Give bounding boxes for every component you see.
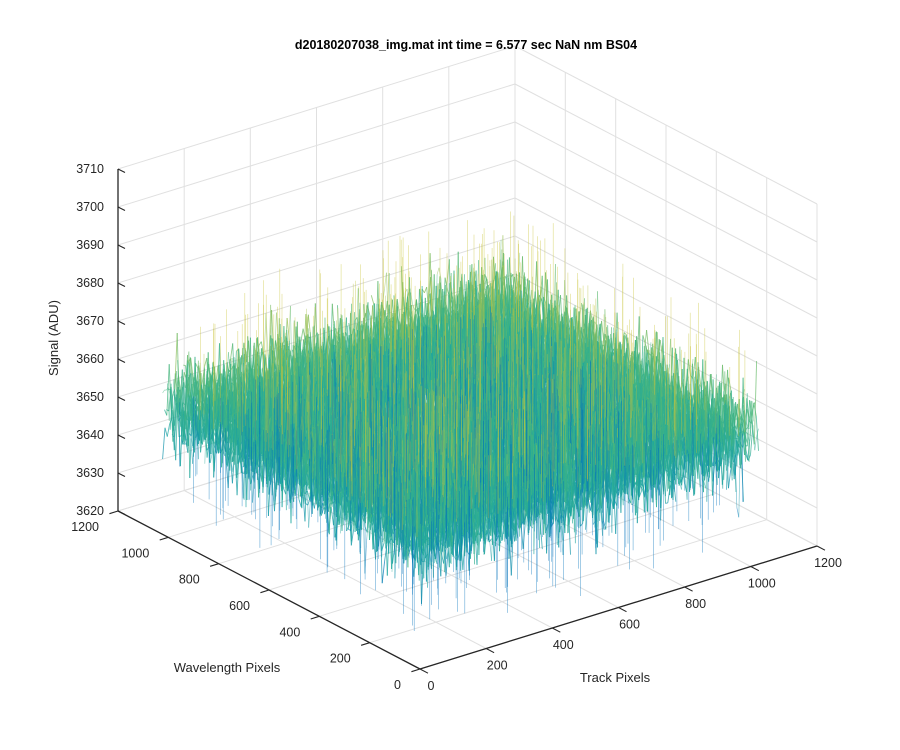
grid-line-z-left bbox=[117, 45, 516, 170]
grid-line-z-left bbox=[117, 83, 516, 208]
grid-line-z-right bbox=[514, 197, 818, 357]
grid-line-z-right bbox=[514, 83, 818, 243]
surface-trace bbox=[384, 544, 388, 562]
surface-trace bbox=[330, 507, 334, 526]
surface-trace bbox=[200, 428, 204, 453]
surface-trace bbox=[306, 490, 311, 501]
surface-trace bbox=[213, 440, 217, 478]
surface-trace bbox=[183, 364, 186, 367]
surface-trace bbox=[307, 497, 311, 506]
surface-trace bbox=[169, 395, 173, 430]
grid-line-z-left bbox=[117, 235, 516, 360]
surface-trace bbox=[174, 332, 178, 390]
grid-line-z-left bbox=[117, 121, 516, 246]
grid-line-z-left bbox=[117, 197, 516, 322]
noise-surface bbox=[162, 211, 759, 631]
surface-trace bbox=[166, 364, 170, 416]
surface-trace bbox=[187, 357, 191, 398]
grid-line-z-right bbox=[514, 45, 818, 205]
surface-trace bbox=[195, 362, 199, 369]
surface-trace bbox=[350, 529, 355, 546]
surface-trace bbox=[298, 499, 302, 507]
surface-trace bbox=[381, 561, 386, 584]
surface-trace bbox=[164, 427, 168, 437]
grid-line-z-right bbox=[514, 121, 818, 281]
surface-trace bbox=[203, 357, 208, 367]
grid-line-z-left bbox=[117, 159, 516, 284]
surface-trace bbox=[166, 424, 171, 437]
surface-trace bbox=[188, 375, 193, 424]
grid-line-z-right bbox=[514, 235, 818, 395]
grid-line-floor-y bbox=[369, 519, 767, 644]
grid-line-z-right bbox=[514, 159, 818, 319]
surface-trace bbox=[162, 427, 166, 460]
